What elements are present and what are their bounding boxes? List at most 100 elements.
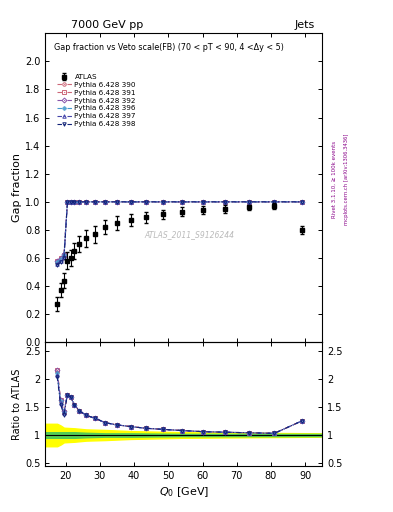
Pythia 6.428 391	[65, 199, 70, 205]
Pythia 6.428 398	[144, 199, 149, 205]
Pythia 6.428 396	[58, 257, 63, 263]
Pythia 6.428 396	[246, 199, 251, 205]
Pythia 6.428 398	[161, 199, 165, 205]
Line: Pythia 6.428 391: Pythia 6.428 391	[55, 200, 303, 263]
Pythia 6.428 397	[92, 199, 97, 205]
Pythia 6.428 390	[161, 199, 165, 205]
Pythia 6.428 397	[72, 199, 77, 205]
Pythia 6.428 398	[68, 199, 73, 205]
Pythia 6.428 392	[200, 199, 205, 205]
Pythia 6.428 390	[222, 199, 227, 205]
Pythia 6.428 397	[55, 261, 59, 267]
Line: Pythia 6.428 396: Pythia 6.428 396	[55, 200, 303, 264]
Pythia 6.428 397	[272, 199, 277, 205]
Pythia 6.428 391	[200, 199, 205, 205]
Pythia 6.428 392	[222, 199, 227, 205]
Pythia 6.428 391	[58, 255, 63, 261]
Pythia 6.428 391	[68, 199, 73, 205]
Text: Jets: Jets	[294, 19, 314, 30]
Pythia 6.428 396	[200, 199, 205, 205]
Pythia 6.428 391	[180, 199, 184, 205]
Pythia 6.428 392	[246, 199, 251, 205]
Pythia 6.428 390	[103, 199, 107, 205]
Pythia 6.428 397	[115, 199, 119, 205]
Pythia 6.428 390	[68, 199, 73, 205]
Pythia 6.428 392	[92, 199, 97, 205]
Pythia 6.428 397	[58, 258, 63, 264]
Pythia 6.428 391	[115, 199, 119, 205]
Pythia 6.428 391	[222, 199, 227, 205]
Pythia 6.428 396	[180, 199, 184, 205]
Pythia 6.428 392	[180, 199, 184, 205]
Pythia 6.428 397	[161, 199, 165, 205]
Pythia 6.428 391	[129, 199, 133, 205]
Pythia 6.428 398	[200, 199, 205, 205]
Pythia 6.428 390	[180, 199, 184, 205]
Pythia 6.428 392	[272, 199, 277, 205]
Pythia 6.428 397	[180, 199, 184, 205]
Y-axis label: Gap fraction: Gap fraction	[12, 153, 22, 222]
Pythia 6.428 390	[58, 255, 63, 261]
Pythia 6.428 391	[299, 199, 304, 205]
Pythia 6.428 396	[72, 199, 77, 205]
Pythia 6.428 390	[115, 199, 119, 205]
Pythia 6.428 391	[144, 199, 149, 205]
Pythia 6.428 396	[299, 199, 304, 205]
Pythia 6.428 398	[65, 199, 70, 205]
Pythia 6.428 397	[77, 199, 82, 205]
Pythia 6.428 391	[77, 199, 82, 205]
Text: Gap fraction vs Veto scale(FB) (70 < pT < 90, 4 <Δy < 5): Gap fraction vs Veto scale(FB) (70 < pT …	[53, 42, 283, 52]
Line: Pythia 6.428 390: Pythia 6.428 390	[55, 200, 303, 263]
Pythia 6.428 398	[58, 259, 63, 265]
Pythia 6.428 396	[161, 199, 165, 205]
Pythia 6.428 396	[55, 259, 59, 265]
Pythia 6.428 390	[299, 199, 304, 205]
Pythia 6.428 398	[222, 199, 227, 205]
Pythia 6.428 396	[222, 199, 227, 205]
Pythia 6.428 390	[72, 199, 77, 205]
Line: Pythia 6.428 398: Pythia 6.428 398	[55, 200, 303, 267]
Pythia 6.428 397	[68, 199, 73, 205]
Pythia 6.428 398	[180, 199, 184, 205]
Pythia 6.428 397	[222, 199, 227, 205]
Pythia 6.428 398	[62, 255, 66, 261]
Pythia 6.428 396	[115, 199, 119, 205]
Pythia 6.428 392	[55, 258, 59, 264]
Pythia 6.428 392	[65, 199, 70, 205]
Pythia 6.428 392	[77, 199, 82, 205]
Pythia 6.428 398	[55, 262, 59, 268]
Text: mcplots.cern.ch [arXiv:1306.3436]: mcplots.cern.ch [arXiv:1306.3436]	[344, 134, 349, 225]
Pythia 6.428 391	[272, 199, 277, 205]
Pythia 6.428 390	[144, 199, 149, 205]
Pythia 6.428 390	[65, 199, 70, 205]
Pythia 6.428 398	[115, 199, 119, 205]
Pythia 6.428 396	[77, 199, 82, 205]
Pythia 6.428 391	[92, 199, 97, 205]
Pythia 6.428 391	[161, 199, 165, 205]
Pythia 6.428 391	[72, 199, 77, 205]
Pythia 6.428 392	[115, 199, 119, 205]
Legend: ATLAS, Pythia 6.428 390, Pythia 6.428 391, Pythia 6.428 392, Pythia 6.428 396, P: ATLAS, Pythia 6.428 390, Pythia 6.428 39…	[54, 71, 139, 130]
Pythia 6.428 398	[129, 199, 133, 205]
Pythia 6.428 396	[68, 199, 73, 205]
Pythia 6.428 397	[62, 253, 66, 260]
Pythia 6.428 397	[103, 199, 107, 205]
Pythia 6.428 391	[62, 252, 66, 258]
Pythia 6.428 392	[299, 199, 304, 205]
Pythia 6.428 392	[72, 199, 77, 205]
Pythia 6.428 396	[103, 199, 107, 205]
Pythia 6.428 397	[65, 199, 70, 205]
Pythia 6.428 390	[200, 199, 205, 205]
Pythia 6.428 397	[299, 199, 304, 205]
Pythia 6.428 397	[200, 199, 205, 205]
Pythia 6.428 391	[84, 199, 88, 205]
Pythia 6.428 398	[299, 199, 304, 205]
Pythia 6.428 396	[144, 199, 149, 205]
Pythia 6.428 391	[55, 258, 59, 264]
Pythia 6.428 390	[92, 199, 97, 205]
Pythia 6.428 396	[129, 199, 133, 205]
Pythia 6.428 392	[84, 199, 88, 205]
Pythia 6.428 391	[246, 199, 251, 205]
Text: Rivet 3.1.10, ≥ 100k events: Rivet 3.1.10, ≥ 100k events	[332, 141, 337, 218]
Pythia 6.428 390	[77, 199, 82, 205]
